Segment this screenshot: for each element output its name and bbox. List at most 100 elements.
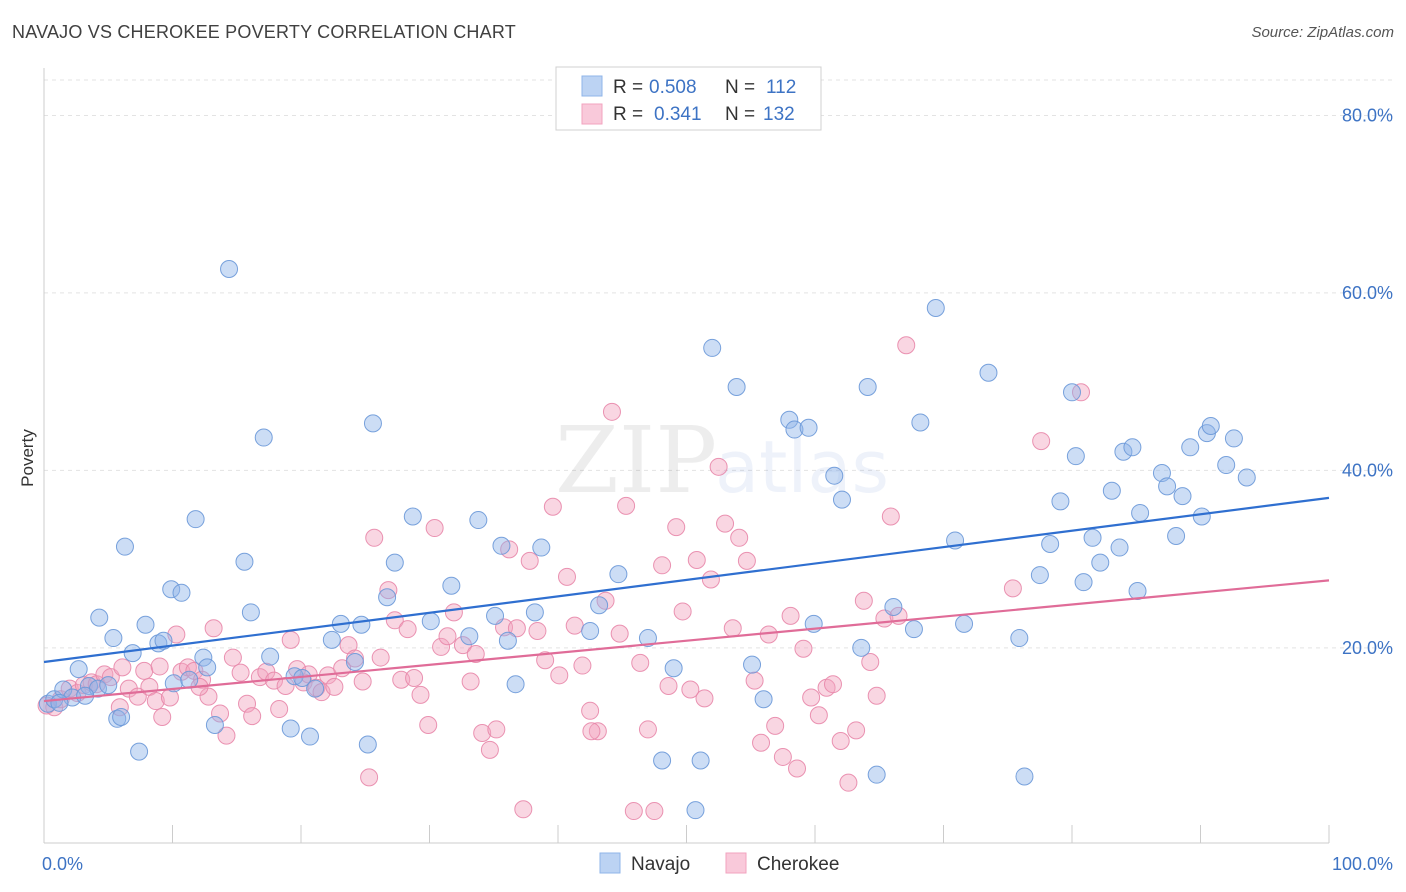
- legend-r-label: R =: [613, 104, 643, 125]
- point-cherokee: [270, 700, 289, 719]
- point-navajo: [69, 660, 88, 679]
- point-navajo: [1083, 528, 1102, 547]
- point-cherokee: [461, 672, 480, 691]
- point-cherokee: [444, 603, 463, 622]
- point-cherokee: [487, 720, 506, 739]
- point-cherokee: [659, 676, 678, 695]
- point-cherokee: [602, 402, 621, 421]
- point-cherokee: [723, 619, 742, 638]
- point-navajo: [261, 647, 280, 666]
- point-cherokee: [582, 722, 601, 741]
- legend-n-value: 112: [766, 77, 796, 98]
- point-navajo: [1110, 538, 1129, 557]
- point-cherokee: [645, 802, 664, 821]
- point-navajo: [1131, 503, 1150, 522]
- point-navajo: [825, 466, 844, 485]
- point-navajo: [1224, 429, 1243, 448]
- point-cherokee: [550, 666, 569, 685]
- point-cherokee: [867, 686, 886, 705]
- legend-n-label: N =: [725, 104, 755, 125]
- point-navajo: [1181, 438, 1200, 457]
- point-cherokee: [823, 675, 842, 694]
- point-navajo: [1041, 535, 1060, 554]
- point-cherokee: [411, 685, 430, 704]
- point-navajo: [1030, 566, 1049, 585]
- point-cherokee: [528, 621, 547, 640]
- point-navajo: [1063, 383, 1081, 402]
- y-tick-label: 80.0%: [1342, 105, 1393, 125]
- point-navajo: [469, 511, 488, 530]
- point-navajo: [926, 299, 945, 318]
- point-cherokee: [701, 570, 720, 589]
- y-tick-labels: 20.0% 40.0% 60.0% 80.0%: [1342, 105, 1393, 657]
- point-navajo: [1123, 438, 1142, 457]
- point-navajo: [1066, 447, 1085, 466]
- point-navajo: [727, 377, 746, 396]
- point-cherokee: [211, 704, 230, 723]
- legend-r-value: 0.341: [654, 104, 702, 125]
- point-cherokee: [231, 663, 250, 682]
- point-cherokee: [281, 630, 300, 649]
- point-cherokee: [673, 602, 692, 621]
- point-cherokee: [557, 567, 576, 586]
- point-cherokee: [135, 661, 154, 680]
- point-cherokee: [861, 653, 880, 672]
- point-navajo: [852, 638, 871, 657]
- point-navajo: [1237, 468, 1256, 487]
- point-cherokee: [199, 687, 218, 706]
- legend-label-cherokee: Cherokee: [757, 854, 839, 875]
- point-navajo: [780, 410, 799, 429]
- point-navajo: [352, 615, 371, 634]
- stats-legend-swatch-cherokee: [581, 103, 603, 125]
- point-navajo: [345, 653, 364, 672]
- point-cherokee: [897, 336, 916, 355]
- source-label: Source: ZipAtlas.com: [1251, 24, 1394, 41]
- point-cherokee: [794, 639, 813, 658]
- point-navajo: [1152, 464, 1171, 483]
- legend-label-navajo: Navajo: [631, 854, 690, 875]
- point-cherokee: [667, 518, 686, 537]
- point-navajo: [358, 735, 377, 754]
- point-navajo: [194, 648, 213, 667]
- point-cherokee: [773, 747, 792, 766]
- point-cherokee: [653, 556, 672, 575]
- point-navajo: [130, 742, 149, 761]
- point-cherokee: [847, 721, 866, 740]
- point-navajo: [1173, 487, 1192, 506]
- point-cherokee: [802, 688, 821, 707]
- point-navajo: [172, 583, 191, 602]
- point-navajo: [754, 690, 773, 709]
- point-navajo: [403, 507, 422, 526]
- point-cherokee: [766, 716, 785, 735]
- point-navajo: [235, 552, 254, 571]
- point-navajo: [884, 598, 903, 617]
- point-navajo: [590, 596, 609, 615]
- point-navajo: [1167, 527, 1186, 546]
- point-cherokee: [438, 627, 457, 646]
- y-axis-label: Poverty: [18, 429, 37, 487]
- point-navajo: [54, 680, 73, 699]
- watermark-atlas: atlas: [715, 425, 889, 509]
- x-tick-labels: 0.0% 100.0%: [42, 854, 1393, 874]
- point-navajo: [385, 553, 404, 572]
- point-cherokee: [737, 551, 756, 570]
- point-cherokee: [617, 496, 636, 515]
- point-navajo: [115, 537, 134, 556]
- point-cherokee: [466, 645, 485, 664]
- point-cherokee: [223, 648, 242, 667]
- point-navajo: [104, 629, 123, 648]
- point-cherokee: [730, 528, 749, 547]
- point-cherokee: [536, 651, 555, 670]
- point-navajo: [1015, 767, 1034, 786]
- point-navajo: [136, 615, 155, 634]
- point-navajo: [955, 614, 974, 633]
- point-navajo: [1201, 417, 1220, 436]
- point-cherokee: [419, 716, 438, 735]
- point-cherokee: [573, 656, 592, 675]
- point-cherokee: [365, 528, 384, 547]
- point-navajo: [532, 538, 551, 557]
- point-navajo: [1192, 507, 1211, 526]
- point-cherokee: [204, 619, 223, 638]
- point-navajo: [378, 588, 397, 607]
- x-tick-label: 100.0%: [1332, 854, 1393, 874]
